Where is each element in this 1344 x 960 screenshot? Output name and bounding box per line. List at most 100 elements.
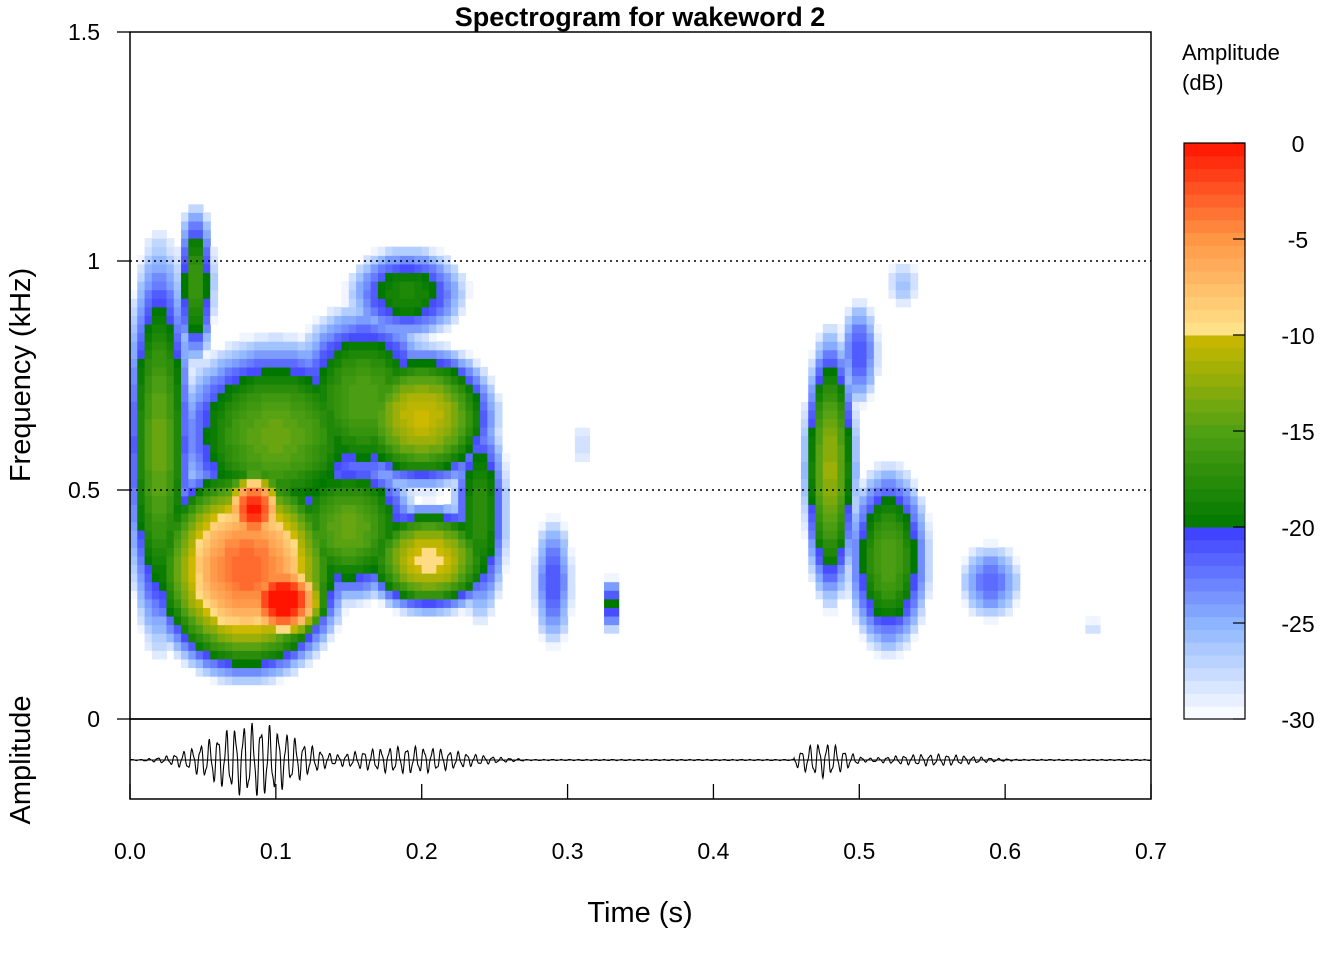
spectrogram-cell xyxy=(283,409,292,420)
spectrogram-cell xyxy=(851,401,860,411)
spectrogram-cell xyxy=(385,349,394,359)
spectrogram-cell xyxy=(808,435,817,445)
spectrogram-cell xyxy=(552,598,561,608)
spectrogram-cell xyxy=(392,366,401,377)
spectrogram-cell xyxy=(377,530,386,540)
spectrogram-cell xyxy=(545,641,554,651)
spectrogram-cell xyxy=(297,375,306,385)
spectrogram-cell xyxy=(166,272,175,282)
spectrogram-cell xyxy=(217,461,226,471)
spectrogram-cell xyxy=(246,650,255,660)
spectrogram-cell xyxy=(232,590,240,600)
spectrogram-cell xyxy=(895,615,904,626)
spectrogram-cell xyxy=(173,581,182,591)
spectrogram-cell xyxy=(232,349,240,359)
spectrogram-cell xyxy=(253,581,262,591)
spectrogram-cell xyxy=(166,512,175,523)
spectrogram-cell xyxy=(356,547,364,557)
spectrogram-cell xyxy=(377,581,386,591)
spectrogram-cell xyxy=(210,641,219,651)
spectrogram-cell xyxy=(392,469,401,480)
y-tick-label: 0 xyxy=(87,706,100,732)
spectrogram-cell xyxy=(283,538,292,548)
spectrogram-cell xyxy=(159,530,168,540)
spectrogram-cell xyxy=(385,323,394,334)
spectrogram-cell xyxy=(312,323,321,334)
x-tick-label: 0.0 xyxy=(114,838,146,864)
spectrogram-cell xyxy=(297,650,306,660)
spectrogram-cell xyxy=(815,418,824,428)
spectrogram-cell xyxy=(253,435,262,445)
spectrogram-cell xyxy=(399,392,408,402)
spectrogram-cell xyxy=(385,461,394,471)
spectrogram-cell xyxy=(370,341,379,351)
spectrogram-cell xyxy=(283,573,292,583)
spectrogram-cell xyxy=(173,573,182,583)
spectrogram-cell xyxy=(261,590,270,600)
spectrogram-cell xyxy=(567,547,576,557)
spectrogram-cell xyxy=(130,418,138,428)
spectrogram-cell xyxy=(188,504,197,514)
spectrogram-cell xyxy=(166,590,175,600)
spectrogram-cell xyxy=(866,306,875,316)
spectrogram-cell xyxy=(173,650,182,660)
spectrogram-cell xyxy=(851,323,860,334)
spectrogram-cell xyxy=(881,598,890,608)
colorbar-band xyxy=(1184,143,1245,157)
spectrogram-cell xyxy=(290,633,299,643)
spectrogram-cell xyxy=(181,272,189,282)
spectrogram-cell xyxy=(151,349,160,359)
colorbar-band xyxy=(1184,616,1245,630)
spectrogram-cell xyxy=(195,607,204,617)
spectrogram-cell xyxy=(173,418,182,428)
spectrogram-cell xyxy=(202,538,211,548)
spectrogram-cell xyxy=(851,598,860,608)
spectrogram-cell xyxy=(480,461,488,471)
spectrogram-cell xyxy=(1012,581,1021,591)
spectrogram-cell xyxy=(392,375,401,385)
spectrogram-cell xyxy=(232,366,240,377)
spectrogram-cell xyxy=(188,384,197,394)
spectrogram-cell xyxy=(268,469,277,480)
spectrogram-cell xyxy=(822,521,831,531)
spectrogram-cell xyxy=(239,341,248,351)
spectrogram-cell xyxy=(166,392,175,402)
spectrogram-cell xyxy=(217,538,226,548)
spectrogram-cell xyxy=(830,384,838,394)
spectrogram-cell xyxy=(348,504,357,514)
spectrogram-cell xyxy=(232,418,240,428)
spectrogram-cell xyxy=(319,564,328,574)
spectrogram-cell xyxy=(873,349,882,359)
spectrogram-cell xyxy=(837,366,846,377)
spectrogram-cell xyxy=(800,392,809,402)
spectrogram-cell xyxy=(895,512,904,523)
spectrogram-cell xyxy=(421,607,430,617)
spectrogram-cell xyxy=(151,607,160,617)
spectrogram-cell xyxy=(319,375,328,385)
spectrogram-cell xyxy=(961,581,970,591)
spectrogram-cell xyxy=(837,487,846,497)
spectrogram-cell xyxy=(472,478,481,488)
spectrogram-cell xyxy=(283,624,292,634)
spectrogram-cell xyxy=(392,487,401,497)
spectrogram-cell xyxy=(363,581,372,591)
spectrogram-cell xyxy=(261,641,270,651)
spectrogram-cell xyxy=(997,581,1006,591)
spectrogram-cell xyxy=(188,401,197,411)
spectrogram-cell xyxy=(903,469,911,480)
spectrogram-cell xyxy=(552,564,561,574)
colorbar-tick-label: -30 xyxy=(1281,707,1314,733)
spectrogram-cell xyxy=(188,615,197,626)
spectrogram-cell xyxy=(407,289,416,299)
colorbar-band xyxy=(1184,527,1245,541)
spectrogram-cell xyxy=(334,323,343,334)
spectrogram-cell xyxy=(130,444,138,454)
colorbar-tick-label: -20 xyxy=(1281,515,1314,541)
spectrogram-cell xyxy=(166,332,175,342)
spectrogram-cell xyxy=(319,392,328,402)
spectrogram-cell xyxy=(151,615,160,626)
spectrogram-cell xyxy=(151,435,160,445)
spectrogram-cell xyxy=(866,375,875,385)
spectrogram-cell xyxy=(895,263,904,274)
spectrogram-cell xyxy=(414,306,423,316)
